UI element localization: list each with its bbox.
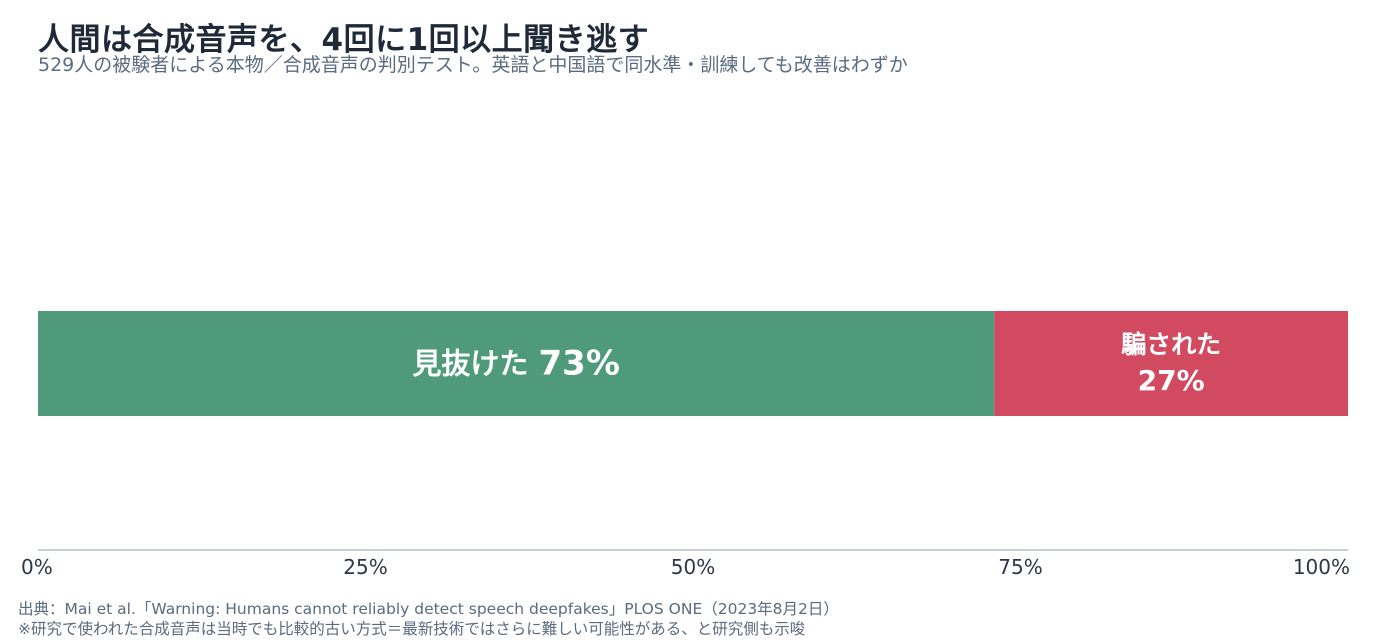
source-note: 出典：Mai et al.「Warning: Humans cannot rel…: [18, 599, 839, 639]
bar-segment-1: [994, 311, 1348, 416]
bar-value-label-1: 27%: [1138, 364, 1205, 397]
x-tick-label: 50%: [671, 555, 715, 579]
x-tick-label: 75%: [998, 555, 1042, 579]
x-tick-label: 0%: [21, 555, 53, 579]
bar-category-label-0: 見抜けた: [412, 347, 538, 381]
source-citation: 出典：Mai et al.「Warning: Humans cannot rel…: [18, 600, 839, 618]
x-tick-label: 25%: [343, 555, 387, 579]
bar-category-label-1: 騙された: [1121, 330, 1221, 359]
x-tick-label: 100%: [1293, 555, 1350, 579]
x-axis-ticks: 0% 25% 50% 75% 100%: [21, 555, 1350, 579]
chart-title: 人間は合成音声を、4回に1回以上聞き逃す: [38, 22, 650, 58]
bar-value-label-0: 73%: [539, 344, 620, 384]
bar-label-0: 見抜けた 73%: [412, 344, 620, 384]
bar-segment-0: [38, 311, 995, 416]
footnote: ※研究で使われた合成音声は当時でも比較的古い方式＝最新技術ではさらに難しい可能性…: [18, 620, 806, 638]
chart-subtitle: 529人の被験者による本物／合成音声の判別テスト。英語と中国語で同水準・訓練して…: [38, 54, 908, 76]
bar-group: 見抜けた 73% 騙された 27%: [38, 311, 1348, 416]
